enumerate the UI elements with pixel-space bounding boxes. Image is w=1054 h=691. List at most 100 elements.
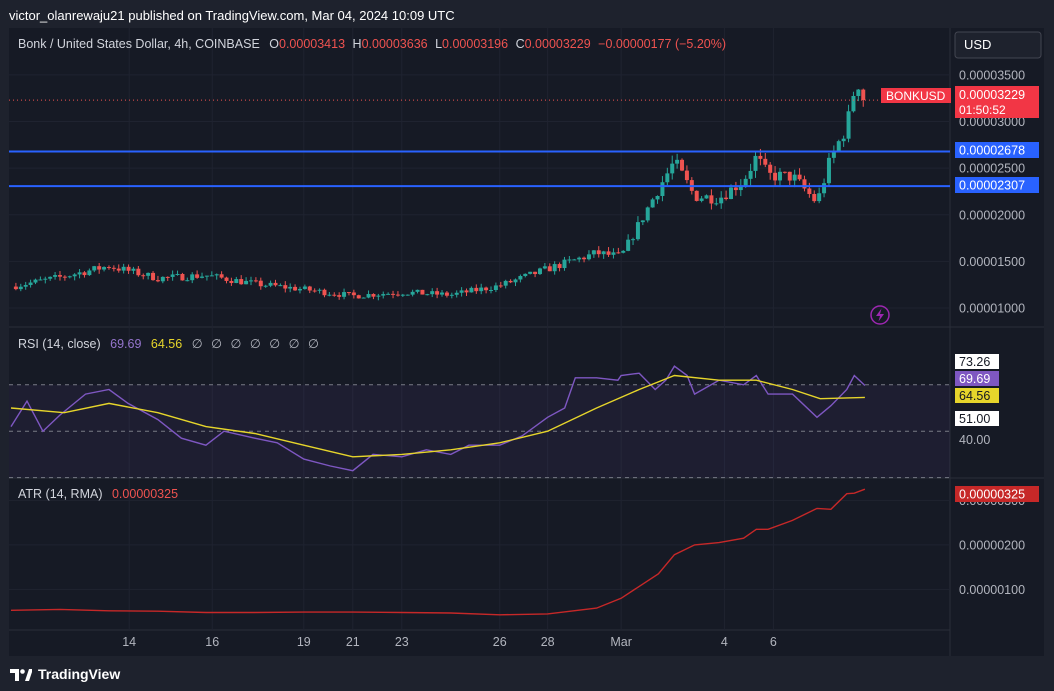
candle-body: [234, 279, 239, 284]
rsi-hidden-icon[interactable]: ∅: [289, 337, 300, 351]
atr-legend-value: 0.00000325: [112, 487, 178, 501]
candle-body: [253, 280, 258, 282]
candle-body: [537, 268, 542, 275]
rsi-upper-tag: [955, 354, 999, 369]
tradingview-brand[interactable]: TradingView: [10, 664, 120, 684]
candle-body: [346, 292, 351, 294]
candle-body: [861, 89, 866, 101]
lightning-icon[interactable]: [870, 305, 890, 325]
candle-body: [631, 239, 636, 241]
candle-body: [479, 287, 484, 292]
candle-body: [743, 178, 748, 186]
candle-body: [209, 275, 214, 277]
rsi-hidden-icon[interactable]: ∅: [211, 337, 222, 351]
level-upper-tag: [955, 142, 1039, 158]
price-tick-label: 0.00003000: [959, 115, 1025, 129]
candle-body: [371, 294, 376, 297]
candle-body: [204, 275, 209, 277]
candle-body: [268, 282, 273, 286]
candle-body: [136, 268, 141, 276]
rsi-hidden-icon[interactable]: ∅: [192, 337, 203, 351]
candle-body: [62, 276, 67, 278]
candle-body: [635, 222, 640, 240]
candle-body: [513, 279, 518, 283]
candle-body: [141, 275, 146, 277]
rsi-ma-label: 64.56: [959, 389, 990, 403]
candle-body: [449, 294, 454, 296]
candle-body: [640, 220, 645, 223]
rsi-band: [9, 384, 950, 479]
candle-body: [28, 282, 33, 285]
rsi-hidden-icon[interactable]: ∅: [308, 337, 319, 351]
candle-body: [684, 170, 689, 181]
time-tick-label: 16: [205, 635, 219, 649]
candle-body: [57, 275, 62, 277]
candle-body: [126, 266, 131, 271]
candle-body: [376, 295, 381, 297]
rsi-hidden-icon[interactable]: ∅: [230, 337, 241, 351]
candle-body: [782, 171, 787, 173]
candle-body: [826, 157, 831, 184]
candle-body: [405, 294, 410, 296]
candle-body: [655, 195, 660, 200]
candle-body: [562, 259, 567, 269]
svg-text:Bonk / United States Dollar, 4: Bonk / United States Dollar, 4h, COINBAS…: [18, 37, 726, 51]
candle-body: [106, 267, 111, 269]
candle-body: [342, 292, 347, 297]
time-tick-label: Mar: [610, 635, 632, 649]
legend-c-label: C: [516, 37, 525, 51]
candle-body: [180, 273, 185, 281]
candle-body: [469, 287, 474, 293]
candle-body: [440, 292, 445, 295]
price-tick-label: 0.00001000: [959, 302, 1025, 316]
atr-title: ATR (14, RMA): [18, 487, 103, 501]
candle-body: [616, 252, 621, 254]
rsi-low-label: 40.00: [959, 433, 990, 447]
candle-body: [488, 290, 493, 292]
candle-body: [43, 278, 48, 280]
candle-body: [48, 276, 53, 279]
candle-body: [675, 159, 680, 164]
candle-body: [748, 170, 753, 179]
candle-body: [856, 89, 861, 96]
rsi-hidden-icon[interactable]: ∅: [250, 337, 261, 351]
candle-body: [831, 150, 836, 158]
candle-body: [606, 251, 611, 255]
candle-body: [87, 270, 92, 276]
candle-body: [351, 292, 356, 296]
candle-body: [337, 295, 342, 297]
currency-button[interactable]: [954, 31, 1042, 59]
candle-body: [131, 268, 136, 271]
atr-value-label: 0.00000325: [959, 488, 1025, 502]
candle-body: [258, 280, 263, 287]
candle-body: [395, 294, 400, 296]
candle-body: [528, 271, 533, 274]
candle-body: [753, 155, 758, 171]
rsi-upper-label: 73.26: [959, 355, 990, 369]
candle-body: [836, 141, 841, 151]
candle-body: [596, 250, 601, 255]
candle-body: [787, 171, 792, 181]
level-upper-label: 0.00002678: [959, 144, 1025, 158]
candle-body: [18, 286, 23, 290]
candle-body: [77, 272, 82, 275]
candle-body: [288, 286, 293, 289]
candle-body: [116, 268, 121, 271]
rsi-hidden-icon[interactable]: ∅: [269, 337, 280, 351]
grid-lines: [9, 28, 1044, 656]
indicator-lines: [9, 99, 950, 616]
rsi-line: [10, 365, 866, 472]
candle-body: [758, 155, 763, 159]
svg-text:RSI (14, close) 69.69: RSI (14, close) 69.69 64.56 ∅ ∅ ∅ ∅ ∅ ∅ …: [18, 337, 319, 351]
candle-body: [777, 171, 782, 181]
candle-body: [160, 276, 165, 282]
candle-body: [547, 266, 552, 272]
candle-body: [773, 172, 778, 181]
candle-body: [307, 286, 312, 291]
candle-body: [552, 264, 557, 272]
candle-body: [229, 280, 234, 284]
candle-body: [420, 289, 425, 295]
candle-body: [841, 138, 846, 142]
candle-body: [665, 173, 670, 183]
